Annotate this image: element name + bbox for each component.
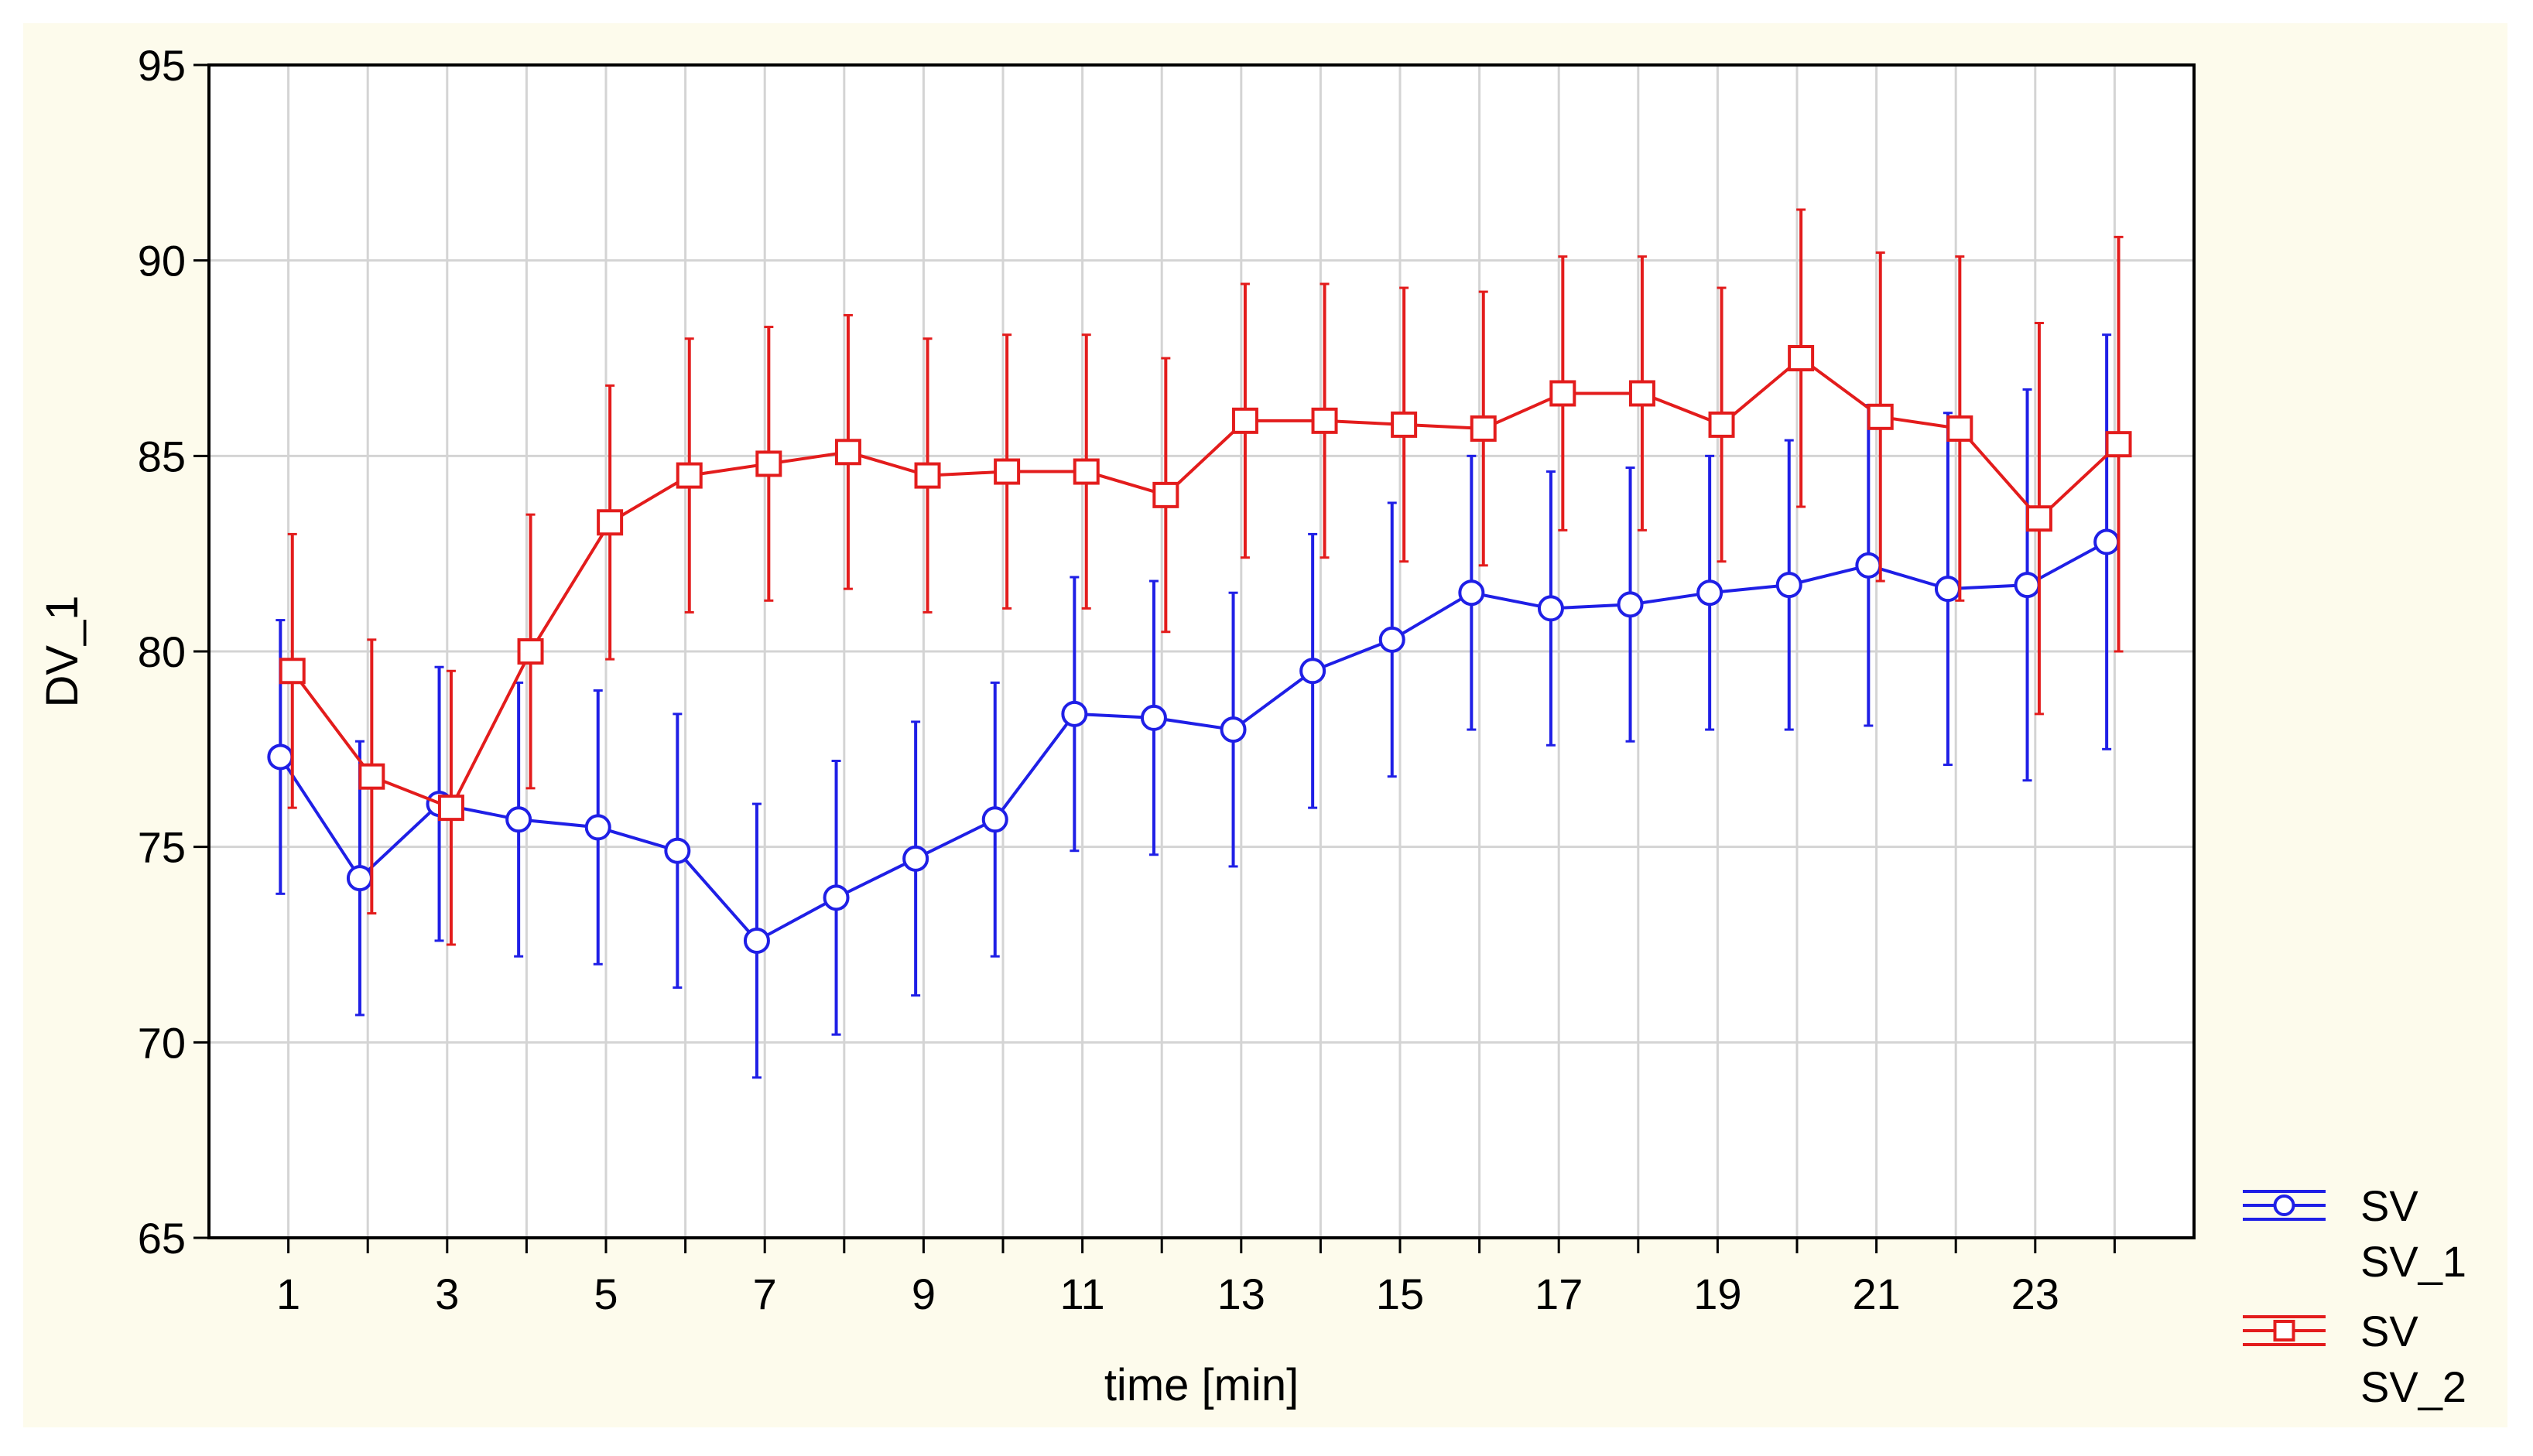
y-tick-label: 65 <box>138 1214 186 1263</box>
data-point <box>2093 528 2121 555</box>
data-point <box>1391 411 1418 438</box>
legend-entry-SV_1: SV SV_1 <box>2243 1181 2466 1286</box>
data-point <box>358 763 385 790</box>
x-tick-label: 17 <box>1535 1270 1583 1318</box>
x-tick-label: 1 <box>276 1270 300 1318</box>
data-point <box>1061 700 1088 727</box>
data-point <box>1470 415 1497 442</box>
data-point <box>2025 505 2052 532</box>
data-point <box>1946 415 1973 442</box>
data-point <box>1299 658 1326 685</box>
y-tick-label: 85 <box>138 432 186 480</box>
x-tick-label: 15 <box>1376 1270 1424 1318</box>
data-point <box>914 462 941 489</box>
data-point <box>823 884 850 911</box>
x-tick-label: 7 <box>753 1270 777 1318</box>
data-point <box>1231 407 1258 434</box>
series-line <box>279 540 2108 943</box>
data-point <box>584 814 611 841</box>
data-point <box>834 439 861 466</box>
x-tick-label: 11 <box>1060 1270 1105 1318</box>
data-point <box>755 450 782 477</box>
data-point <box>1073 458 1100 485</box>
data-point <box>1708 411 1735 438</box>
series-line <box>291 356 2120 810</box>
data-point <box>1617 591 1644 618</box>
data-point <box>1220 716 1247 743</box>
data-point <box>437 795 464 822</box>
x-tick-label: 9 <box>912 1270 936 1318</box>
legend-marker <box>2273 1195 2295 1216</box>
data-point <box>2105 431 2132 458</box>
x-tick-label: 5 <box>594 1270 618 1318</box>
data-point <box>346 865 373 892</box>
data-point <box>505 806 532 833</box>
x-tick-label: 23 <box>2011 1270 2059 1318</box>
data-point <box>1855 552 1882 579</box>
data-point <box>1152 481 1179 508</box>
data-point <box>981 806 1008 833</box>
data-point <box>267 743 294 771</box>
series-SV_2 <box>279 208 2132 946</box>
data-point <box>664 837 691 864</box>
y-axis-label: DV_1 <box>37 595 87 707</box>
legend: SV SV_1 SV SV_2 <box>2243 1181 2466 1411</box>
legend-label: SV_1 <box>2360 1237 2466 1286</box>
x-tick-label: 21 <box>1852 1270 1900 1318</box>
data-point <box>279 658 306 685</box>
legend-marker <box>2273 1320 2295 1342</box>
data-point <box>1458 579 1485 607</box>
y-tick-label: 75 <box>138 823 186 872</box>
data-point <box>676 462 703 489</box>
y-tick-label: 95 <box>138 41 186 90</box>
data-point <box>1537 595 1564 622</box>
data-point <box>1934 576 1961 603</box>
data-point <box>597 509 624 536</box>
data-point <box>1549 380 1576 407</box>
data-point <box>1311 407 1338 434</box>
series-layer <box>267 208 2132 1079</box>
y-tick-label: 80 <box>138 627 186 676</box>
data-point <box>1628 380 1655 407</box>
data-point <box>1378 626 1405 653</box>
legend-entry-SV_2: SV SV_2 <box>2243 1307 2466 1411</box>
data-point <box>1788 345 1815 371</box>
data-point <box>994 458 1021 485</box>
y-tick-label: 70 <box>138 1018 186 1067</box>
data-point <box>1696 579 1723 607</box>
legend-title: SV <box>2360 1307 2418 1355</box>
x-axis-label: time [min] <box>1104 1360 1299 1410</box>
data-point <box>517 638 544 665</box>
data-point <box>1775 572 1802 599</box>
legend-label: SV_2 <box>2360 1362 2466 1411</box>
data-point <box>902 845 929 872</box>
data-point <box>1867 403 1894 430</box>
x-tick-label: 19 <box>1693 1270 1741 1318</box>
x-tick-label: 3 <box>435 1270 459 1318</box>
y-tick-label: 90 <box>138 237 186 285</box>
grid-lines <box>209 65 2194 1238</box>
data-point <box>1140 704 1167 731</box>
data-point <box>2014 572 2041 599</box>
data-point <box>743 927 770 954</box>
legend-title: SV <box>2360 1181 2418 1230</box>
x-tick-label: 13 <box>1217 1270 1265 1318</box>
